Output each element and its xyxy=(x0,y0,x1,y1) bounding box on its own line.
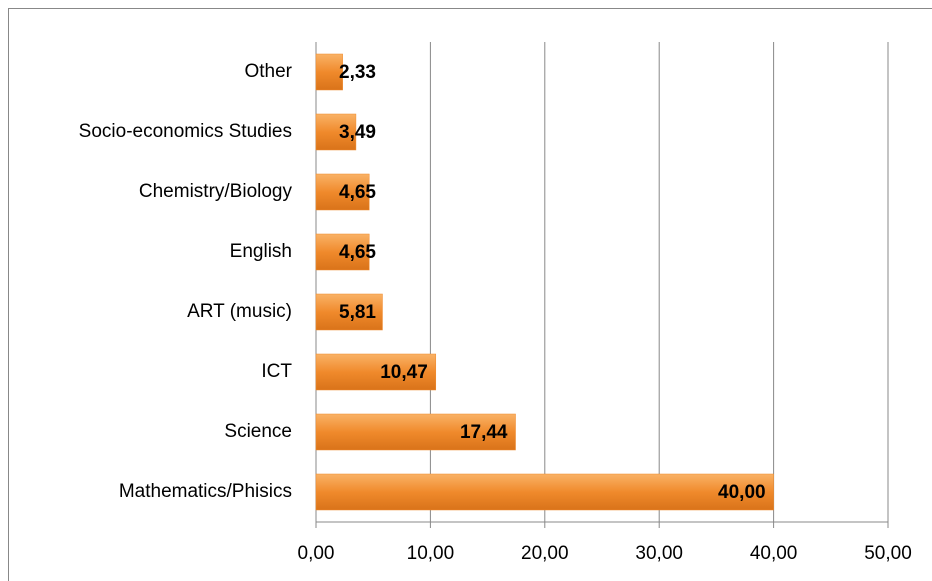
y-tick-label: Science xyxy=(224,421,292,442)
bar xyxy=(315,413,516,451)
bar xyxy=(315,473,774,511)
bar xyxy=(315,53,343,91)
data-label: 3,49 xyxy=(339,122,376,143)
data-label: 2,33 xyxy=(339,62,376,83)
x-tick-label: 0,00 xyxy=(298,543,335,564)
data-label: 5,81 xyxy=(339,302,376,323)
y-tick-label: Chemistry/Biology xyxy=(139,181,293,202)
data-label: 4,65 xyxy=(339,182,376,203)
x-tick-label: 50,00 xyxy=(864,543,912,564)
x-tick-label: 20,00 xyxy=(521,543,569,564)
bar xyxy=(315,233,370,271)
bar xyxy=(315,173,370,211)
chart-frame xyxy=(8,8,932,581)
y-tick-label: English xyxy=(230,241,292,262)
x-tick-label: 40,00 xyxy=(750,543,798,564)
y-tick-label: ICT xyxy=(261,361,292,382)
data-label: 10,47 xyxy=(380,362,428,383)
bar xyxy=(315,353,437,391)
y-tick-label: ART (music) xyxy=(187,301,292,322)
y-tick-label: Mathematics/Phisics xyxy=(119,481,292,502)
bar xyxy=(315,293,383,331)
y-tick-label: Other xyxy=(244,61,292,82)
data-label: 17,44 xyxy=(460,422,508,443)
x-tick-label: 30,00 xyxy=(635,543,683,564)
data-label: 40,00 xyxy=(718,482,766,503)
x-tick-label: 10,00 xyxy=(407,543,455,564)
data-label: 4,65 xyxy=(339,242,376,263)
bar xyxy=(315,113,357,151)
y-tick-label: Socio-economics Studies xyxy=(79,121,292,142)
